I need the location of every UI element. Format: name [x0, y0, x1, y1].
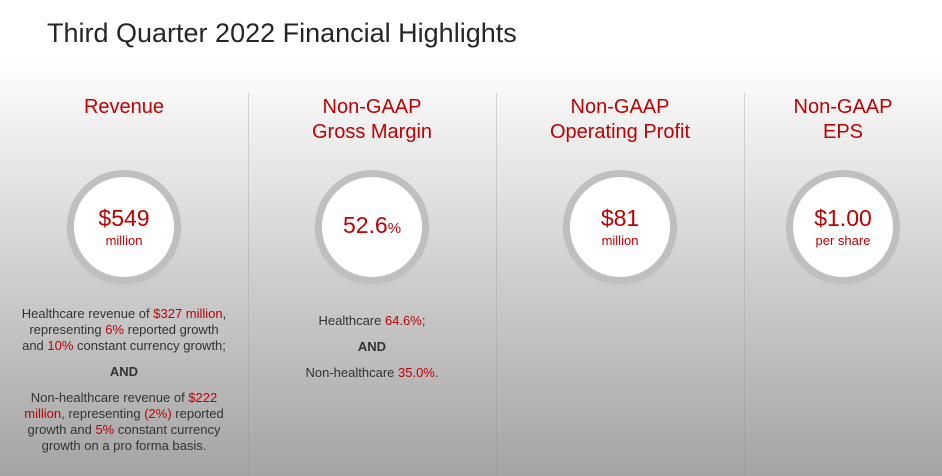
eps-column: Non-GAAP EPS $1.00 per share [744, 95, 942, 284]
operating-profit-heading: Non-GAAP Operating Profit [496, 95, 744, 147]
and-separator: AND [109, 364, 139, 379]
highlight-value: 10% [47, 338, 74, 353]
column-divider [744, 93, 745, 476]
heading-line: Revenue [83, 96, 165, 118]
highlight-value: 6% [105, 322, 124, 337]
text-run: Non-healthcare [305, 365, 398, 380]
heading-line: Non-GAAP [793, 96, 893, 118]
operating-profit-value: $81 [600, 205, 640, 231]
highlight-value: million [24, 406, 62, 421]
heading-line: Non-GAAP [322, 96, 422, 118]
text-run: constant currency [114, 422, 221, 437]
eps-unit: per share [815, 233, 871, 248]
eps-value: $1.00 [814, 205, 872, 231]
text-run: reported growth [124, 322, 219, 337]
column-divider [248, 93, 249, 476]
highlight-value: $327 million [153, 306, 223, 321]
eps-heading: Non-GAAP EPS [744, 95, 942, 147]
healthcare-revenue-text: Healthcare revenue of $327 million, repr… [0, 306, 248, 354]
gross-margin-circle: 52.6% [315, 170, 429, 284]
text-run: constant currency growth; [73, 338, 226, 353]
text-run: , representing [61, 406, 145, 421]
gross-margin-column: Non-GAAP Gross Margin 52.6% Healthcare 6… [248, 95, 496, 381]
value-suffix: % [387, 220, 402, 237]
highlight-value: 64.6% [384, 313, 422, 328]
gross-margin-description: Healthcare 64.6%; AND Non-healthcare 35.… [248, 313, 496, 381]
heading-line: Non-GAAP [570, 96, 670, 118]
page-title: Third Quarter 2022 Financial Highlights [47, 18, 517, 48]
text-run: reported [171, 406, 224, 421]
heading-line: Operating Profit [549, 121, 691, 143]
text-run: growth on a pro forma basis. [41, 438, 207, 453]
text-run: , [222, 306, 227, 321]
healthcare-margin-text: Healthcare 64.6%; [248, 313, 496, 329]
highlight-value: 35.0% [398, 365, 435, 380]
operating-profit-column: Non-GAAP Operating Profit $81 million [496, 95, 744, 284]
text-run: Non-healthcare revenue of [30, 390, 189, 405]
heading-line: EPS [822, 121, 864, 143]
operating-profit-unit: million [601, 233, 639, 248]
highlight-value: $222 [188, 390, 218, 405]
text-run: growth and [27, 422, 96, 437]
and-separator: AND [357, 339, 387, 354]
value-number: 52.6 [342, 212, 388, 238]
revenue-column: Revenue $549 million Healthcare revenue … [0, 95, 248, 454]
non-healthcare-revenue-text: Non-healthcare revenue of $222 million, … [0, 390, 248, 454]
non-healthcare-margin-text: Non-healthcare 35.0%. [248, 365, 496, 381]
revenue-heading: Revenue [0, 95, 248, 147]
text-run: Healthcare [318, 313, 385, 328]
text-run: representing [29, 322, 106, 337]
gross-margin-value: 52.6% [322, 212, 422, 242]
heading-line: Gross Margin [311, 121, 433, 143]
highlight-value: (2%) [144, 406, 172, 421]
text-run: Healthcare revenue of [21, 306, 154, 321]
revenue-value: $549 [98, 205, 150, 231]
operating-profit-circle: $81 million [563, 170, 677, 284]
eps-circle: $1.00 per share [786, 170, 900, 284]
text-run: ; [421, 313, 426, 328]
column-divider [496, 93, 497, 476]
gross-margin-heading: Non-GAAP Gross Margin [248, 95, 496, 147]
text-run: and [22, 338, 48, 353]
highlight-value: 5% [95, 422, 115, 437]
revenue-circle: $549 million [67, 170, 181, 284]
text-run: . [434, 365, 439, 380]
revenue-unit: million [105, 233, 143, 248]
revenue-description: Healthcare revenue of $327 million, repr… [0, 306, 248, 454]
